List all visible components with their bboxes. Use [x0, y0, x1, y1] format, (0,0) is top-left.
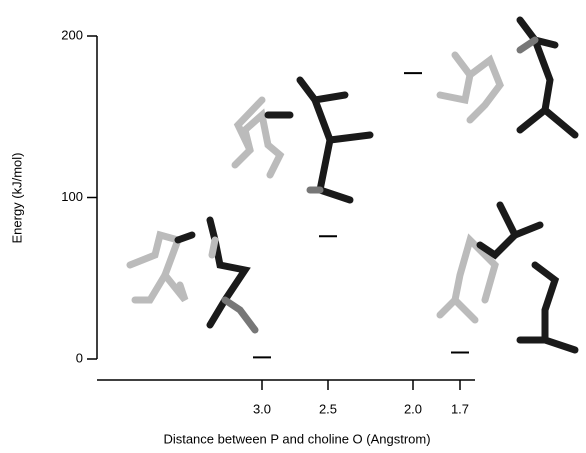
molecules	[126, 16, 579, 354]
x-tick-label: 1.7	[451, 401, 469, 416]
x-tick-label: 2.5	[319, 401, 337, 416]
x-axis-label: Distance between P and choline O (Angstr…	[163, 431, 430, 446]
y-tick-label: 200	[61, 27, 83, 42]
x-tick-label: 2.0	[404, 401, 422, 416]
y-axis-label: Energy (kJ/mol)	[9, 152, 24, 243]
x-tick-label: 3.0	[253, 401, 271, 416]
y-tick-label: 100	[61, 189, 83, 204]
y-tick-label: 0	[76, 350, 83, 365]
